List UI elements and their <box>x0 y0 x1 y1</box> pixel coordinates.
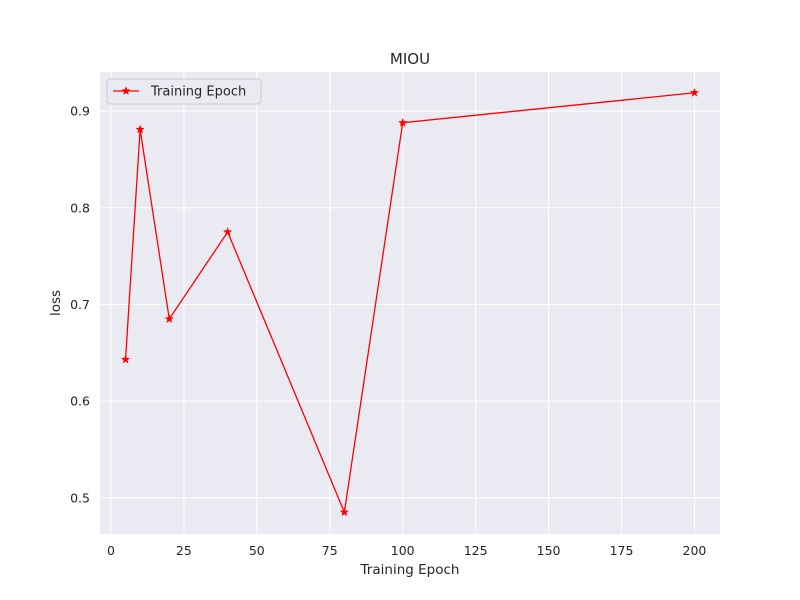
x-tick-label: 125 <box>464 543 488 558</box>
y-tick-label: 0.9 <box>70 104 90 119</box>
data-point <box>223 227 233 236</box>
chart-title: MIOU <box>390 50 430 68</box>
y-tick-label: 0.8 <box>70 200 90 215</box>
x-axis-label: Training Epoch <box>360 562 460 578</box>
x-tick-label: 100 <box>391 543 415 558</box>
grid <box>100 72 720 534</box>
x-tick-label: 0 <box>107 543 115 558</box>
x-tick-label: 75 <box>322 543 338 558</box>
data-point <box>135 124 145 134</box>
data-point <box>120 354 131 364</box>
data-point <box>398 117 408 127</box>
y-tick-label: 0.6 <box>70 394 90 409</box>
legend-star-icon <box>121 86 131 95</box>
y-tick-label: 0.7 <box>70 297 90 312</box>
plot-area <box>100 72 720 534</box>
y-axis-label: loss <box>48 290 64 316</box>
x-tick-label: 150 <box>537 543 561 558</box>
legend-box <box>106 78 262 105</box>
x-tick-label: 200 <box>683 543 707 558</box>
x-tick-label: 175 <box>610 543 634 558</box>
data-point <box>164 314 174 323</box>
y-tick-label: 0.5 <box>70 490 90 505</box>
y-tick-labels: 0.5 0.6 0.7 0.8 0.9 <box>70 104 90 506</box>
x-tick-label: 50 <box>249 543 265 558</box>
data-point <box>339 507 349 517</box>
series-layer <box>120 87 700 517</box>
data-point <box>689 87 700 97</box>
x-tick-label: 25 <box>176 543 192 558</box>
x-tick-labels: 0 25 50 75 100 125 150 175 200 <box>107 543 706 558</box>
legend-label: Training Epoch <box>150 85 246 100</box>
legend: Training Epoch <box>106 78 262 105</box>
